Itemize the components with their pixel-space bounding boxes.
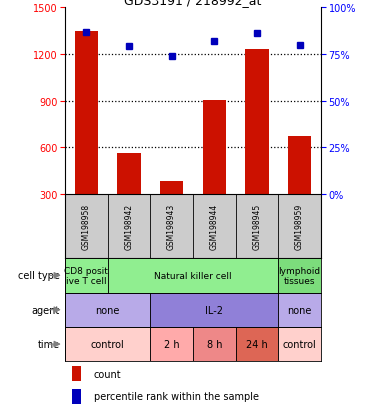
Bar [150, 327, 193, 361]
Text: GSM198943: GSM198943 [167, 204, 176, 249]
Text: percentile rank within the sample: percentile rank within the sample [94, 392, 259, 401]
Bar [108, 259, 278, 293]
Text: agent: agent [32, 305, 60, 315]
Bar [278, 327, 321, 361]
Text: 24 h: 24 h [246, 339, 268, 349]
Text: Natural killer cell: Natural killer cell [154, 271, 232, 280]
Text: GSM198959: GSM198959 [295, 204, 304, 249]
Bar [117, 153, 141, 195]
Text: none: none [288, 305, 312, 315]
Bar [150, 293, 278, 327]
Bar [65, 293, 150, 327]
Bar [65, 327, 150, 361]
Text: 8 h: 8 h [207, 339, 222, 349]
Bar [278, 259, 321, 293]
Text: lymphoid
tissues: lymphoid tissues [279, 266, 321, 285]
Bar [72, 366, 81, 381]
Bar [72, 389, 81, 404]
Bar [236, 327, 278, 361]
Text: GSM198945: GSM198945 [252, 204, 262, 249]
Text: cell type: cell type [18, 271, 60, 281]
Text: time: time [38, 339, 60, 349]
Bar [245, 50, 269, 195]
Bar [288, 137, 311, 195]
Text: CD8 posit
ive T cell: CD8 posit ive T cell [64, 266, 108, 285]
Bar [193, 327, 236, 361]
Text: none: none [95, 305, 120, 315]
Text: control: control [283, 339, 316, 349]
Text: GSM198942: GSM198942 [124, 204, 134, 249]
Text: IL-2: IL-2 [205, 305, 223, 315]
Text: GSM198944: GSM198944 [210, 204, 219, 249]
Text: GSM198958: GSM198958 [82, 204, 91, 249]
Bar [160, 181, 183, 195]
Bar [65, 259, 108, 293]
Bar [75, 31, 98, 195]
Text: control: control [91, 339, 124, 349]
Title: GDS3191 / 218992_at: GDS3191 / 218992_at [124, 0, 262, 7]
Bar [203, 101, 226, 195]
Text: count: count [94, 369, 121, 379]
Text: 2 h: 2 h [164, 339, 180, 349]
Bar [278, 293, 321, 327]
